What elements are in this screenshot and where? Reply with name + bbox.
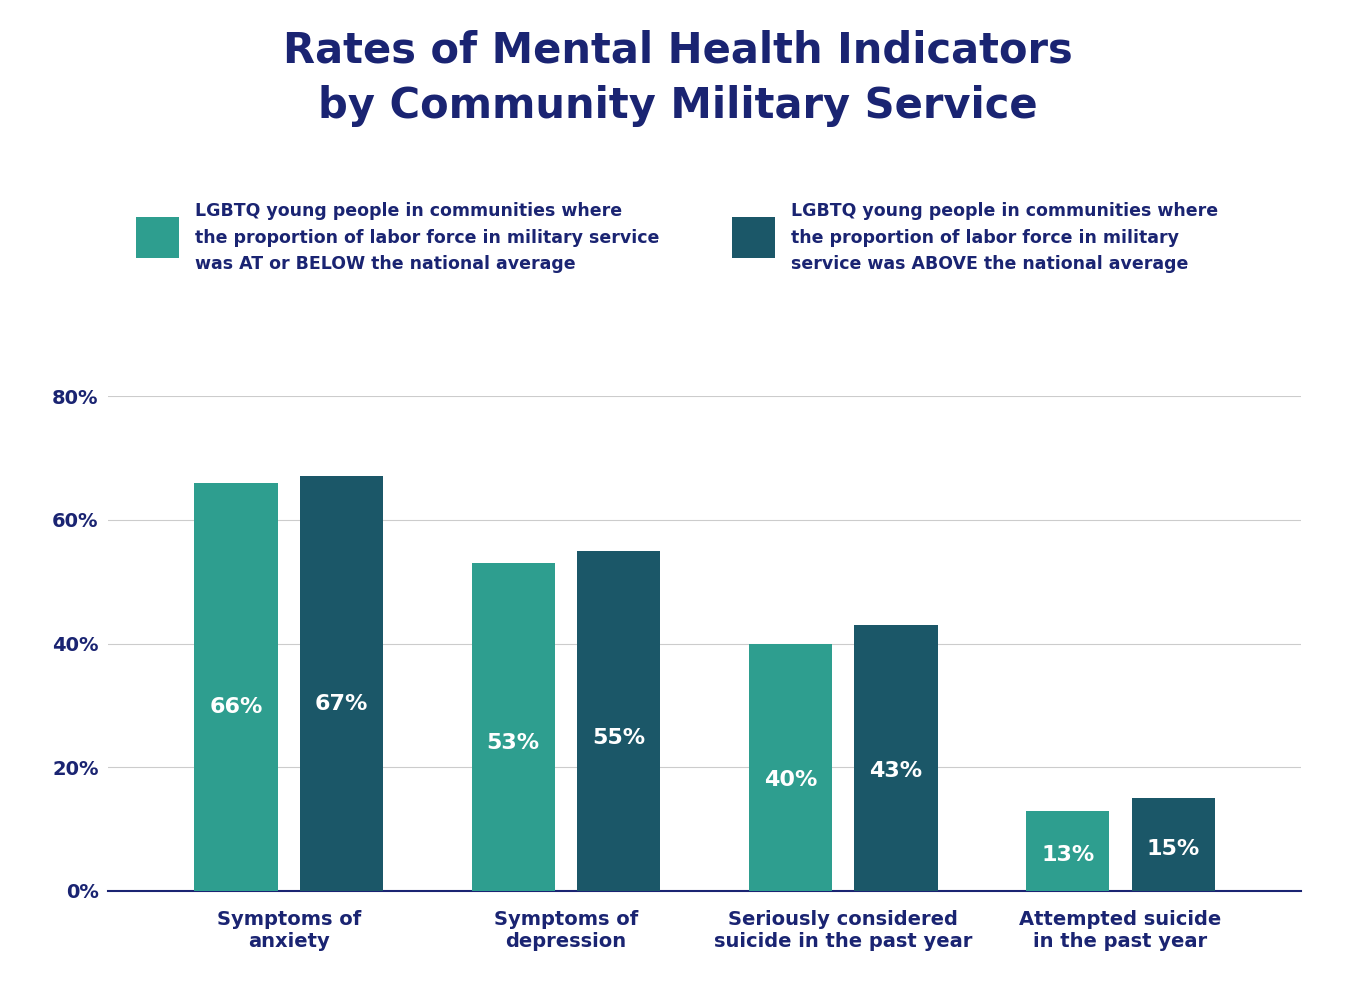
Text: 40%: 40% xyxy=(764,769,817,790)
Text: 15%: 15% xyxy=(1146,840,1201,859)
Bar xyxy=(194,483,278,891)
Bar xyxy=(299,476,383,891)
Text: 55%: 55% xyxy=(592,728,645,747)
Bar xyxy=(749,644,832,891)
Text: LGBTQ young people in communities where
the proportion of labor force in militar: LGBTQ young people in communities where … xyxy=(195,202,660,273)
Bar xyxy=(855,625,938,891)
Bar xyxy=(1026,811,1110,891)
Text: 67%: 67% xyxy=(314,694,369,715)
Text: 53%: 53% xyxy=(486,734,539,753)
Text: LGBTQ young people in communities where
the proportion of labor force in militar: LGBTQ young people in communities where … xyxy=(791,202,1218,273)
Text: 66%: 66% xyxy=(209,697,263,717)
Bar xyxy=(577,550,660,891)
Bar xyxy=(1131,798,1215,891)
Bar xyxy=(472,563,554,891)
Text: 13%: 13% xyxy=(1041,844,1095,865)
Text: Rates of Mental Health Indicators
by Community Military Service: Rates of Mental Health Indicators by Com… xyxy=(283,30,1072,127)
Text: 43%: 43% xyxy=(870,761,923,781)
